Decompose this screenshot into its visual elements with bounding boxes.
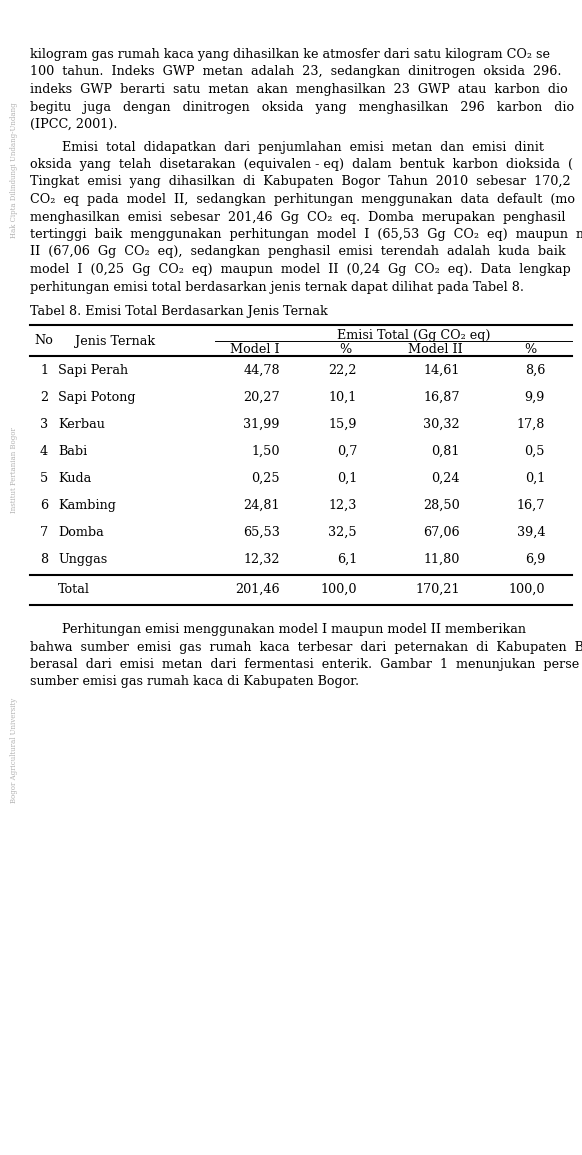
Text: (IPCC, 2001).: (IPCC, 2001). [30,118,118,131]
Text: 4: 4 [40,445,48,459]
Text: 9,9: 9,9 [524,392,545,404]
Text: Emisi  total  didapatkan  dari  penjumlahan  emisi  metan  dan  emisi  dinit: Emisi total didapatkan dari penjumlahan … [30,141,544,154]
Text: Unggas: Unggas [58,553,107,566]
Text: 100,0: 100,0 [321,583,357,596]
Text: 8: 8 [40,553,48,566]
Text: 1,50: 1,50 [251,445,280,459]
Text: 0,24: 0,24 [431,472,460,485]
Text: 20,27: 20,27 [243,392,280,404]
Text: 7: 7 [40,526,48,539]
Text: 8,6: 8,6 [524,364,545,377]
Text: Babi: Babi [58,445,87,459]
Text: 16,7: 16,7 [517,499,545,512]
Text: 39,4: 39,4 [516,526,545,539]
Text: model  I  (0,25  Gg  CO₂  eq)  maupun  model  II  (0,24  Gg  CO₂  eq).  Data  le: model I (0,25 Gg CO₂ eq) maupun model II… [30,263,571,276]
Text: 12,32: 12,32 [243,553,280,566]
Text: 6,9: 6,9 [524,553,545,566]
Text: 3: 3 [40,418,48,431]
Text: 100,0: 100,0 [509,583,545,596]
Text: %: % [339,343,351,356]
Text: oksida  yang  telah  disetarakan  (equivalen - eq)  dalam  bentuk  karbon  dioks: oksida yang telah disetarakan (equivalen… [30,158,573,171]
Text: indeks  GWP  berarti  satu  metan  akan  menghasilkan  23  GWP  atau  karbon  di: indeks GWP berarti satu metan akan mengh… [30,83,568,96]
Text: 15,9: 15,9 [328,418,357,431]
Text: kilogram gas rumah kaca yang dihasilkan ke atmosfer dari satu kilogram CO₂ se: kilogram gas rumah kaca yang dihasilkan … [30,49,550,61]
Text: 32,5: 32,5 [328,526,357,539]
Text: No: No [34,335,54,348]
Text: begitu   juga   dengan   dinitrogen   oksida   yang   menghasilkan   296   karbo: begitu juga dengan dinitrogen oksida yan… [30,100,574,113]
Text: 5: 5 [40,472,48,485]
Text: 0,7: 0,7 [336,445,357,459]
Text: %: % [524,343,536,356]
Text: Kerbau: Kerbau [58,418,105,431]
Text: Model I: Model I [230,343,280,356]
Text: II  (67,06  Gg  CO₂  eq),  sedangkan  penghasil  emisi  terendah  adalah  kuda  : II (67,06 Gg CO₂ eq), sedangkan penghasi… [30,246,566,259]
Text: 65,53: 65,53 [243,526,280,539]
Text: 31,99: 31,99 [243,418,280,431]
Text: Kambing: Kambing [58,499,116,512]
Text: sumber emisi gas rumah kaca di Kabupaten Bogor.: sumber emisi gas rumah kaca di Kabupaten… [30,676,359,688]
Text: 0,1: 0,1 [337,472,357,485]
Text: 201,46: 201,46 [235,583,280,596]
Text: 0,81: 0,81 [432,445,460,459]
Text: 100  tahun.  Indeks  GWP  metan  adalah  23,  sedangkan  dinitrogen  oksida  296: 100 tahun. Indeks GWP metan adalah 23, s… [30,66,562,79]
Text: 0,25: 0,25 [251,472,280,485]
Text: 6: 6 [40,499,48,512]
Text: Sapi Potong: Sapi Potong [58,392,136,404]
Text: 44,78: 44,78 [243,364,280,377]
Text: Hak Cipta Dilindungi Undang-Undang: Hak Cipta Dilindungi Undang-Undang [10,102,18,238]
Text: 67,06: 67,06 [423,526,460,539]
Text: 6,1: 6,1 [337,553,357,566]
Text: tertinggi  baik  menggunakan  perhitungan  model  I  (65,53  Gg  CO₂  eq)  maupu: tertinggi baik menggunakan perhitungan m… [30,228,582,241]
Text: Total: Total [58,583,90,596]
Text: 14,61: 14,61 [424,364,460,377]
Text: 16,87: 16,87 [424,392,460,404]
Text: 11,80: 11,80 [424,553,460,566]
Text: Institut Pertanian Bogor: Institut Pertanian Bogor [10,427,18,513]
Text: Bogor Agricultural University: Bogor Agricultural University [10,698,18,803]
Text: 30,32: 30,32 [423,418,460,431]
Text: 0,5: 0,5 [524,445,545,459]
Text: 22,2: 22,2 [328,364,357,377]
Text: 17,8: 17,8 [517,418,545,431]
Text: 28,50: 28,50 [423,499,460,512]
Text: Perhitungan emisi menggunakan model I maupun model II memberikan: Perhitungan emisi menggunakan model I ma… [30,623,526,636]
Text: 2: 2 [40,392,48,404]
Text: Domba: Domba [58,526,104,539]
Text: Kuda: Kuda [58,472,91,485]
Text: berasal  dari  emisi  metan  dari  fermentasi  enterik.  Gambar  1  menunjukan  : berasal dari emisi metan dari fermentasi… [30,658,579,671]
Text: menghasilkan  emisi  sebesar  201,46  Gg  CO₂  eq.  Domba  merupakan  penghasil: menghasilkan emisi sebesar 201,46 Gg CO₂… [30,210,566,224]
Text: Tabel 8. Emisi Total Berdasarkan Jenis Ternak: Tabel 8. Emisi Total Berdasarkan Jenis T… [30,305,328,318]
Text: 170,21: 170,21 [416,583,460,596]
Text: 1: 1 [40,364,48,377]
Text: 0,1: 0,1 [525,472,545,485]
Text: Jenis Ternak: Jenis Ternak [75,335,155,348]
Text: Model II: Model II [407,343,462,356]
Text: 10,1: 10,1 [329,392,357,404]
Text: 12,3: 12,3 [329,499,357,512]
Text: Tingkat  emisi  yang  dihasilkan  di  Kabupaten  Bogor  Tahun  2010  sebesar  17: Tingkat emisi yang dihasilkan di Kabupat… [30,176,570,188]
Text: 24,81: 24,81 [243,499,280,512]
Text: Emisi Total (Gg CO₂ eq): Emisi Total (Gg CO₂ eq) [337,329,490,342]
Text: bahwa  sumber  emisi  gas  rumah  kaca  terbesar  dari  peternakan  di  Kabupate: bahwa sumber emisi gas rumah kaca terbes… [30,641,582,654]
Text: perhitungan emisi total berdasarkan jenis ternak dapat dilihat pada Tabel 8.: perhitungan emisi total berdasarkan jeni… [30,281,524,293]
Text: CO₂  eq  pada  model  II,  sedangkan  perhitungan  menggunakan  data  default  (: CO₂ eq pada model II, sedangkan perhitun… [30,193,575,206]
Text: Sapi Perah: Sapi Perah [58,364,128,377]
